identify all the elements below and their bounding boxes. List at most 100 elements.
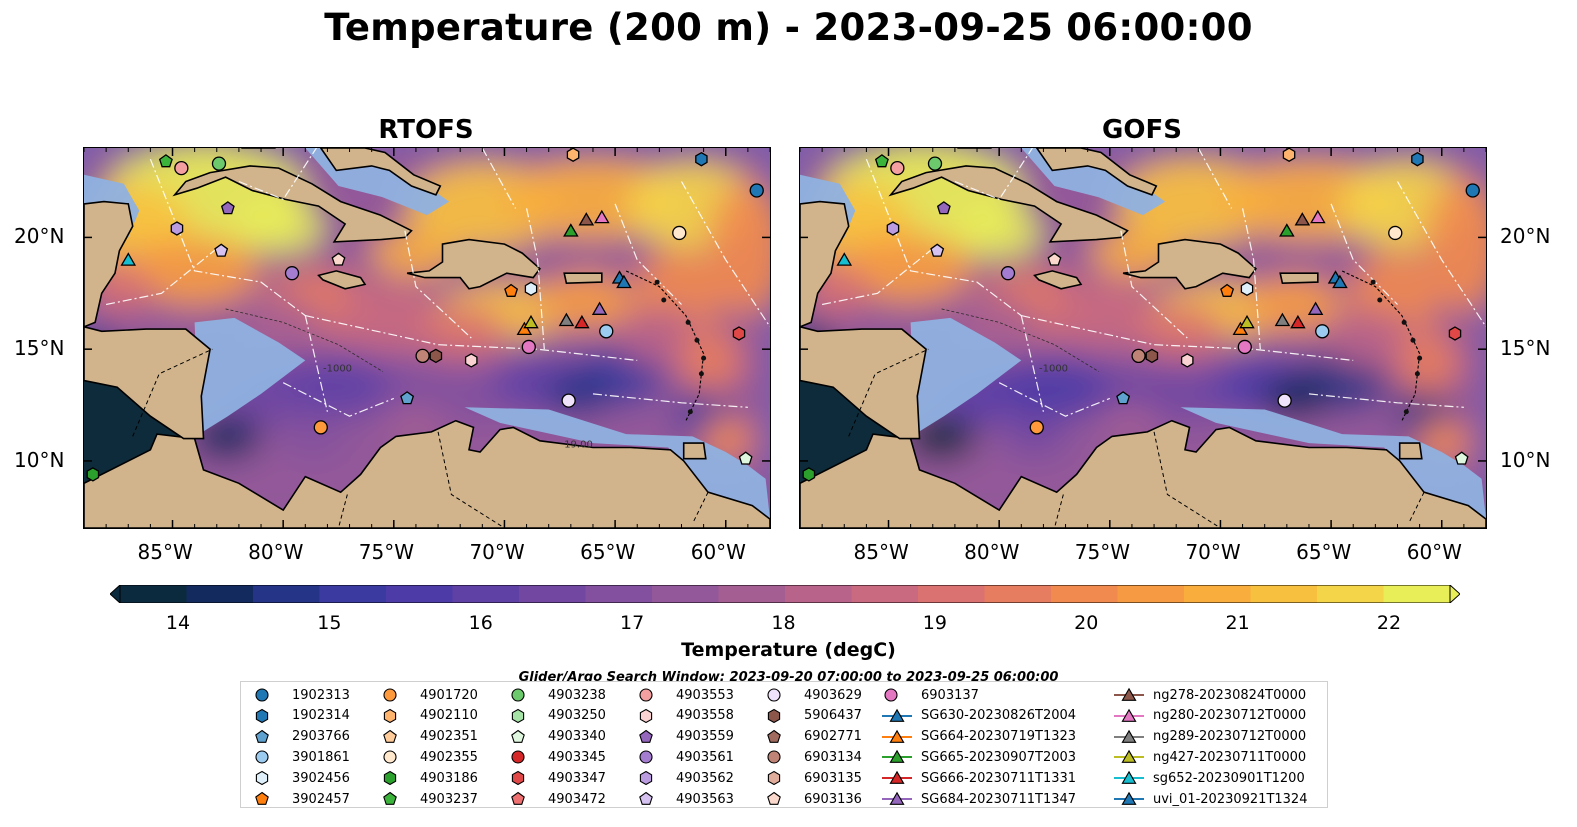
- obs-marker-4903562: [886, 221, 900, 236]
- legend-marker-hexagon: [767, 771, 781, 786]
- legend-marker-circle: [255, 750, 269, 764]
- isobath-label: -1000: [323, 364, 352, 375]
- lon-tick-label: 70°W: [469, 540, 525, 564]
- legend-marker-pentagon: [639, 791, 653, 805]
- colorbar-segment: [186, 585, 254, 603]
- obs-marker-ng278-20230824t0000: [578, 212, 595, 226]
- legend-item: 4903553: [637, 685, 734, 705]
- legend-item-label: 1902314: [292, 708, 350, 724]
- legend-marker-pentagon: [511, 729, 525, 743]
- legend-item: SG664-20230719T1323: [882, 727, 1076, 747]
- panel-title-rtofs: RTOFS: [378, 115, 474, 145]
- legend-item-label: 4903553: [676, 687, 734, 703]
- legend-marker-circle: [383, 750, 397, 764]
- colorbar-segment: [851, 585, 919, 603]
- legend-item: uvi_01-20230921T1324: [1114, 789, 1307, 809]
- legend-item: SG630-20230826T2004: [882, 706, 1076, 726]
- obs-marker-6903137: [521, 339, 536, 355]
- obs-marker-4903629: [561, 393, 576, 408]
- legend-item-label: 4901720: [420, 687, 478, 703]
- legend-item: 6903134: [765, 747, 862, 767]
- legend-marker-triangle: [882, 708, 912, 722]
- obs-marker-1902313: [1465, 183, 1480, 198]
- obs-marker-4903238: [927, 156, 943, 171]
- legend-item: 3902457: [253, 789, 350, 809]
- colorbar-segment: [452, 585, 520, 603]
- obs-marker-sg652-20230901t1200: [120, 252, 137, 266]
- legend-marker-circle: [767, 750, 781, 764]
- colorbar-tick-label: 16: [468, 612, 493, 634]
- panel-title-gofs: GOFS: [1102, 115, 1182, 145]
- legend-marker-hexagon: [383, 708, 397, 723]
- legend-marker-triangle: [882, 750, 912, 764]
- legend-item-label: 6903136: [804, 791, 862, 807]
- obs-marker-sg665-20230907t2003: [563, 223, 579, 237]
- legend-item: ng289-20230712T0000: [1114, 727, 1306, 747]
- legend-item: ng280-20230712T0000: [1114, 706, 1306, 726]
- legend-item: 4903250: [509, 706, 606, 726]
- obs-marker-4903559: [936, 201, 951, 215]
- lon-tick-label: 80°W: [248, 540, 304, 564]
- colorbar-segment: [1383, 585, 1451, 603]
- legend-marker-hexagon: [255, 708, 269, 723]
- colorbar-segment: [1317, 585, 1384, 603]
- obs-marker-4902110: [1282, 148, 1296, 162]
- legend-item-label: 3901861: [292, 749, 350, 765]
- legend-item: ng427-20230711T0000: [1114, 747, 1306, 767]
- lon-tick-label: 65°W: [1296, 540, 1352, 564]
- legend-item-label: 5906437: [804, 708, 862, 724]
- legend-item: 6902771: [765, 727, 862, 747]
- obs-marker-2903766: [400, 391, 415, 405]
- obs-marker-6903134: [1131, 348, 1146, 364]
- legend-marker-circle: [884, 688, 898, 702]
- legend-item-label: SG664-20230719T1323: [921, 729, 1077, 745]
- legend-item-label: 1902313: [292, 687, 350, 703]
- legend-marker-triangle: [1114, 750, 1144, 764]
- lon-tick-label: 80°W: [964, 540, 1020, 564]
- obs-marker-3902456: [524, 281, 538, 297]
- legend-marker-hexagon: [255, 771, 269, 786]
- legend-marker-circle: [255, 688, 269, 702]
- legend-item: 4902355: [381, 747, 478, 767]
- lon-tick-label: 75°W: [358, 540, 415, 564]
- legend-marker-hexagon: [639, 771, 653, 786]
- obs-marker-4903553: [890, 160, 905, 176]
- legend-marker-triangle: [882, 770, 912, 785]
- legend-marker-circle: [511, 750, 525, 764]
- legend-marker-hexagon: [767, 708, 781, 723]
- obs-marker-4903340: [738, 451, 753, 465]
- lon-tick-label: 60°W: [1406, 540, 1462, 564]
- obs-marker-ng278-20230824t0000: [1294, 212, 1311, 226]
- obs-marker-3901861: [599, 324, 614, 339]
- legend-marker-triangle: [1114, 770, 1144, 785]
- obs-marker-4903238: [211, 156, 227, 171]
- legend-marker-pentagon: [767, 791, 781, 805]
- legend-marker-hexagon: [639, 708, 653, 723]
- legend-item: 4903186: [381, 768, 478, 788]
- obs-marker-4903186: [86, 467, 100, 482]
- legend-item: 4903558: [637, 706, 734, 726]
- obs-marker-6903137: [1237, 339, 1252, 355]
- colorbar-tick-label: 18: [771, 612, 796, 634]
- obs-marker-4903237: [158, 154, 173, 168]
- colorbar-segment: [918, 585, 985, 603]
- legend-item: 1902313: [253, 685, 350, 705]
- legend-item-label: 4903558: [676, 708, 734, 724]
- legend-marker-circle: [639, 750, 653, 764]
- colorbar-label: Temperature (degC): [681, 639, 896, 661]
- legend-item-label: 4903472: [548, 791, 606, 807]
- legend-item: 4903559: [637, 727, 734, 747]
- map-panel-gofs: -1000: [799, 147, 1487, 529]
- legend-item: 4903347: [509, 768, 606, 788]
- obs-marker-4903562: [170, 221, 184, 236]
- obs-marker-4902110: [566, 148, 580, 162]
- obs-marker-uvi_01-20230921t1324: [1332, 274, 1348, 289]
- legend-marker-circle: [639, 688, 653, 702]
- colorbar-segment: [1117, 585, 1185, 603]
- legend-item-label: SG665-20230907T2003: [921, 749, 1077, 765]
- obs-marker-4903347: [732, 326, 746, 341]
- lat-tick-label-left: 15°N: [14, 336, 65, 361]
- obs-marker-sg665-20230907t2003: [1279, 223, 1295, 237]
- colorbar-segment: [1250, 585, 1318, 603]
- legend-item-label: 4903238: [548, 687, 606, 703]
